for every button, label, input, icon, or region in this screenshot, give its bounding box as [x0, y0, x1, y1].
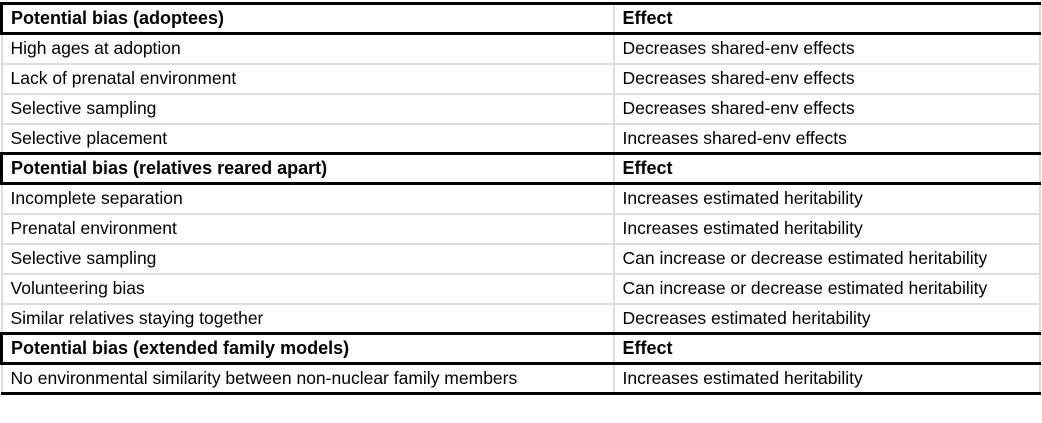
bias-effect-table: Potential bias (adoptees) Effect High ag… — [0, 2, 1041, 395]
bias-header-cell: Potential bias (adoptees) — [0, 2, 615, 35]
effect-cell: Decreases shared-env effects — [612, 92, 1041, 125]
table-row: Similar relatives staying together Decre… — [0, 302, 1041, 335]
bias-cell: No environmental similarity between non-… — [0, 362, 615, 395]
section-header-extended-family-models: Potential bias (extended family models) … — [0, 332, 1041, 365]
table-row: Prenatal environment Increases estimated… — [0, 212, 1041, 245]
section-header-adoptees: Potential bias (adoptees) Effect — [0, 2, 1041, 35]
bias-cell: Incomplete separation — [0, 182, 615, 215]
effect-cell: Can increase or decrease estimated herit… — [612, 242, 1041, 275]
table-row: No environmental similarity between non-… — [0, 362, 1041, 395]
bias-header-cell: Potential bias (extended family models) — [0, 332, 615, 365]
effect-header-cell: Effect — [612, 2, 1041, 35]
bias-cell: Similar relatives staying together — [0, 302, 615, 335]
effect-cell: Increases estimated heritability — [612, 212, 1041, 245]
section-header-relatives-reared-apart: Potential bias (relatives reared apart) … — [0, 152, 1041, 185]
bias-cell: Selective placement — [0, 122, 615, 155]
effect-cell: Increases estimated heritability — [612, 182, 1041, 215]
effect-cell: Increases estimated heritability — [612, 362, 1041, 395]
table-row: Lack of prenatal environment Decreases s… — [0, 62, 1041, 95]
bias-cell: Lack of prenatal environment — [0, 62, 615, 95]
table-row: Incomplete separation Increases estimate… — [0, 182, 1041, 215]
table-row: Selective sampling Can increase or decre… — [0, 242, 1041, 275]
bias-cell: Prenatal environment — [0, 212, 615, 245]
effect-cell: Increases shared-env effects — [612, 122, 1041, 155]
table-row: Selective sampling Decreases shared-env … — [0, 92, 1041, 125]
effect-cell: Can increase or decrease estimated herit… — [612, 272, 1041, 305]
effect-header-cell: Effect — [612, 152, 1041, 185]
effect-cell: Decreases shared-env effects — [612, 32, 1041, 65]
effect-header-cell: Effect — [612, 332, 1041, 365]
effect-cell: Decreases shared-env effects — [612, 62, 1041, 95]
bias-cell: High ages at adoption — [0, 32, 615, 65]
bias-cell: Volunteering bias — [0, 272, 615, 305]
bias-cell: Selective sampling — [0, 242, 615, 275]
table-row: Volunteering bias Can increase or decrea… — [0, 272, 1041, 305]
table-row: Selective placement Increases shared-env… — [0, 122, 1041, 155]
table-row: High ages at adoption Decreases shared-e… — [0, 32, 1041, 65]
effect-cell: Decreases estimated heritability — [612, 302, 1041, 335]
bias-header-cell: Potential bias (relatives reared apart) — [0, 152, 615, 185]
bias-cell: Selective sampling — [0, 92, 615, 125]
